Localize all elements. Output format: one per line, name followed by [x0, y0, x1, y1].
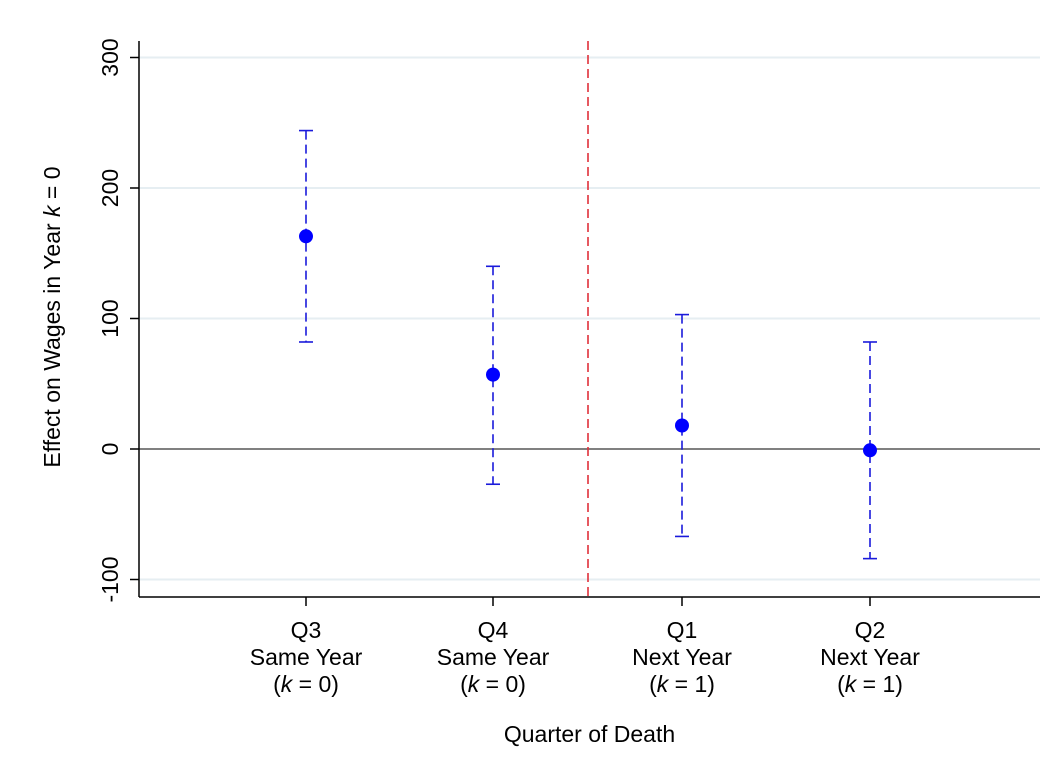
y-tick-label: 300 [97, 38, 123, 76]
x-tick-label-quarter: Q1 [667, 617, 698, 643]
plot-marks [299, 129, 877, 560]
gridlines [139, 56, 1040, 581]
x-axis-label: Quarter of Death [504, 721, 675, 747]
point-estimate [486, 367, 500, 382]
x-tick-label-quarter: Q3 [291, 617, 322, 643]
x-tick-label-year: Same Year [250, 644, 363, 670]
x-tick-label-k: (k = 0) [460, 671, 526, 697]
y-axis-ticks: -100 0 100 200 300 [97, 38, 139, 603]
x-tick-label-quarter: Q2 [855, 617, 886, 643]
y-axis-label: Effect on Wages in Year k = 0 [39, 166, 65, 467]
x-tick-label-k: (k = 0) [273, 671, 339, 697]
x-tick-label-year: Next Year [632, 644, 732, 670]
point-estimate [863, 443, 877, 458]
y-tick-label: 200 [97, 169, 123, 207]
y-tick-label: -100 [97, 556, 123, 602]
y-tick-label: 100 [97, 299, 123, 337]
x-tick-label-k: (k = 1) [837, 671, 903, 697]
point-estimate [675, 418, 689, 433]
x-tick-label-year: Next Year [820, 644, 920, 670]
x-tick-label-quarter: Q4 [478, 617, 509, 643]
x-tick-label-year: Same Year [437, 644, 550, 670]
point-estimate [299, 229, 313, 244]
y-tick-label: 0 [97, 443, 123, 456]
x-tick-label-k: (k = 1) [649, 671, 715, 697]
